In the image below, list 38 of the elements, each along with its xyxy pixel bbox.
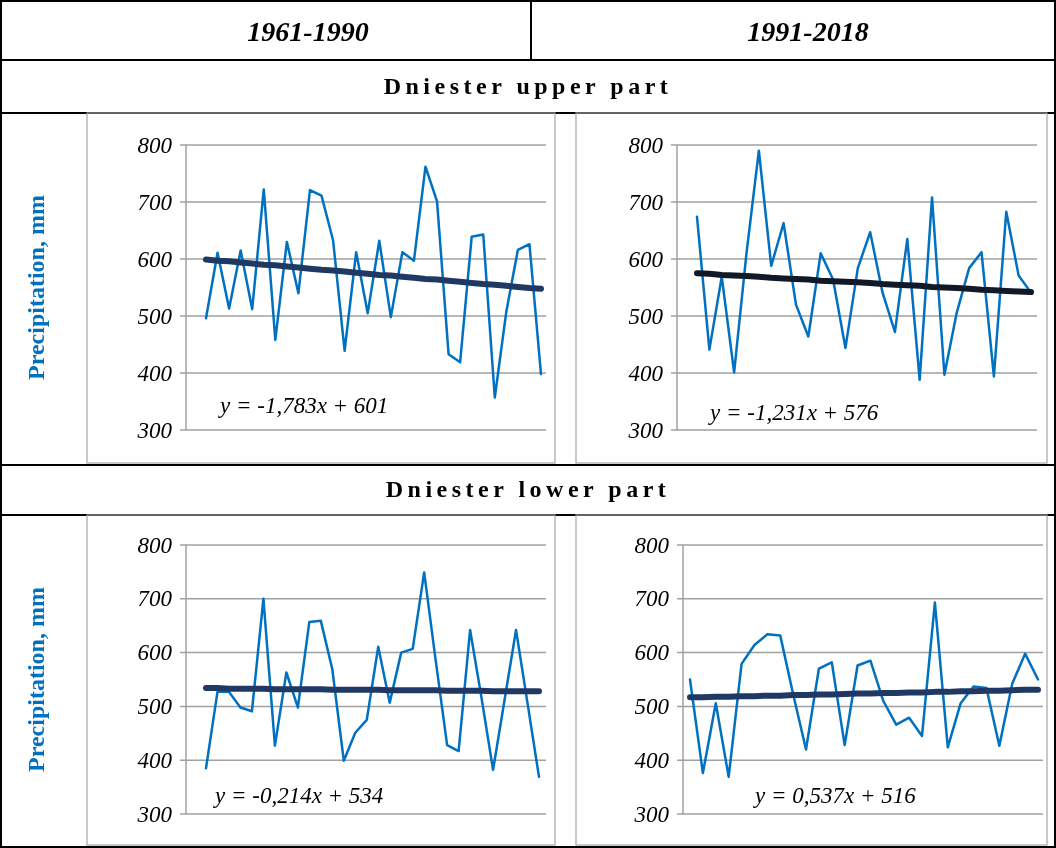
y-tick-label: 800 bbox=[628, 132, 664, 158]
y-tick-label: 500 bbox=[137, 303, 173, 329]
y-tick-label: 700 bbox=[137, 586, 173, 612]
chart-subtitle: Dniester lower part bbox=[385, 475, 671, 502]
y-tick-label: 600 bbox=[634, 640, 670, 666]
annotation: y = -1,783x + 601 bbox=[218, 393, 389, 418]
chart-subtitle: Dniester upper part bbox=[383, 72, 673, 99]
annotation: y = -1,231x + 576 bbox=[708, 400, 879, 425]
y-tick-label: 300 bbox=[136, 417, 173, 443]
y-tick-label: 400 bbox=[137, 360, 173, 386]
annotation: y = 0,537x + 516 bbox=[753, 783, 917, 808]
y-tick-label: 600 bbox=[137, 640, 173, 666]
y-axis-title: Precipitation, mm bbox=[22, 587, 49, 772]
y-tick-label: 500 bbox=[634, 693, 670, 719]
y-tick-label: 400 bbox=[628, 360, 664, 386]
y-tick-label: 300 bbox=[633, 801, 670, 827]
y-tick-label: 800 bbox=[137, 532, 173, 558]
line-series bbox=[204, 571, 541, 779]
y-tick-label: 500 bbox=[628, 303, 664, 329]
y-tick-label: 400 bbox=[137, 747, 173, 773]
chart-title: 1991-2018 bbox=[747, 16, 869, 48]
y-tick-label: 800 bbox=[137, 132, 173, 158]
y-tick-label: 800 bbox=[634, 532, 670, 558]
line-series bbox=[688, 601, 1040, 779]
y-tick-label: 400 bbox=[634, 747, 670, 773]
y-tick-label: 600 bbox=[137, 246, 173, 272]
y-tick-label: 700 bbox=[137, 189, 173, 215]
y-tick-label: 300 bbox=[136, 801, 173, 827]
line-series bbox=[695, 149, 1033, 382]
line-series bbox=[204, 165, 543, 399]
y-axis-title: Precipitation, mm bbox=[22, 195, 49, 380]
y-tick-label: 700 bbox=[628, 189, 664, 215]
annotation: y = -0,214x + 534 bbox=[213, 783, 384, 808]
y-tick-label: 500 bbox=[137, 693, 173, 719]
y-tick-label: 600 bbox=[628, 246, 664, 272]
y-tick-label: 300 bbox=[627, 417, 664, 443]
y-tick-label: 700 bbox=[634, 586, 670, 612]
chart-title: 1961-1990 bbox=[247, 16, 369, 48]
